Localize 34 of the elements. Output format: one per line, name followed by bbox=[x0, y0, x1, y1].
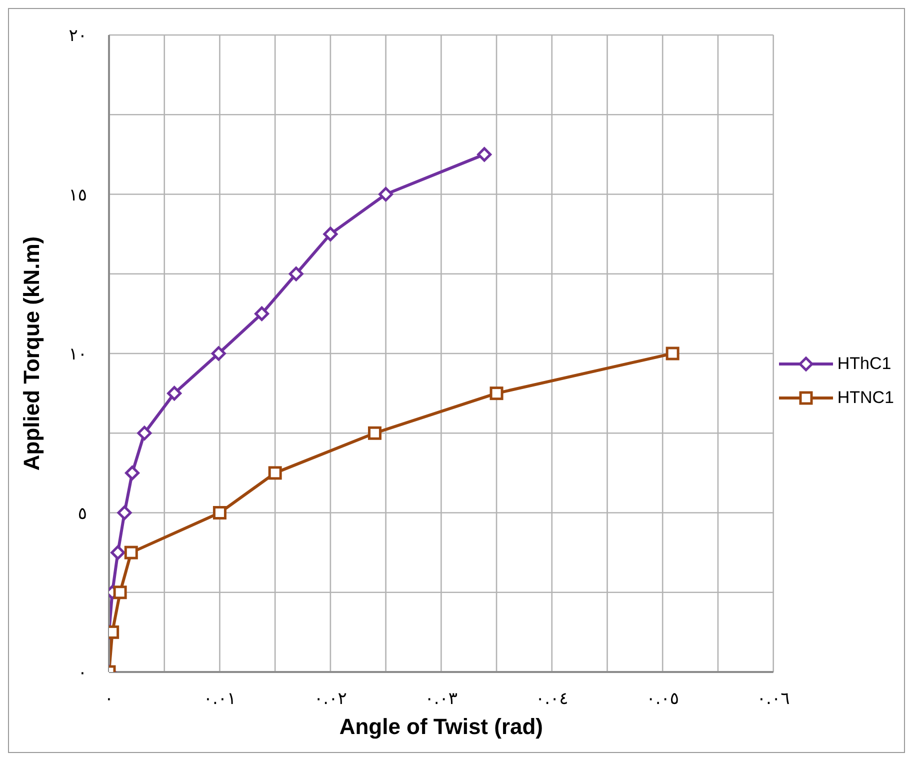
y-tick-label: ٠ bbox=[78, 663, 87, 684]
point bbox=[477, 147, 492, 162]
point bbox=[211, 346, 226, 361]
y-axis-title: Applied Torque (kN.m) bbox=[18, 236, 44, 471]
x-axis-title: Angle of Twist (rad) bbox=[339, 714, 544, 739]
point bbox=[666, 346, 680, 360]
x-tick-label: ٠.٠٥ bbox=[646, 689, 680, 710]
x-tick-label: ٠ bbox=[104, 689, 114, 710]
x-tick-label: ٠.٠٣ bbox=[424, 689, 458, 710]
legend-label: HThC1 bbox=[837, 354, 892, 374]
point bbox=[113, 586, 127, 600]
y-tick-label: ١٥ bbox=[68, 185, 87, 206]
point bbox=[212, 506, 226, 520]
point bbox=[490, 386, 504, 400]
point bbox=[167, 386, 182, 401]
x-tick-label: ٠.٠١ bbox=[203, 689, 236, 710]
point bbox=[368, 426, 382, 440]
point bbox=[268, 466, 282, 480]
point bbox=[323, 226, 338, 242]
point bbox=[125, 466, 140, 480]
legend-label: HTNC1 bbox=[837, 388, 894, 408]
y-tick-label: ٥ bbox=[78, 504, 87, 524]
x-tick-label: ٠.٠٦ bbox=[756, 689, 790, 710]
point bbox=[117, 506, 132, 520]
point bbox=[378, 187, 394, 202]
x-tick-label: ٠.٠٢ bbox=[314, 689, 347, 710]
x-tick-label: ٠.٠٤ bbox=[535, 689, 568, 710]
point bbox=[124, 546, 138, 560]
y-tick-label: ٢٠ bbox=[68, 26, 87, 46]
point bbox=[254, 306, 270, 321]
point bbox=[137, 426, 152, 440]
point bbox=[110, 545, 126, 560]
point bbox=[288, 266, 304, 282]
y-tick-label: ١٠ bbox=[68, 344, 87, 365]
